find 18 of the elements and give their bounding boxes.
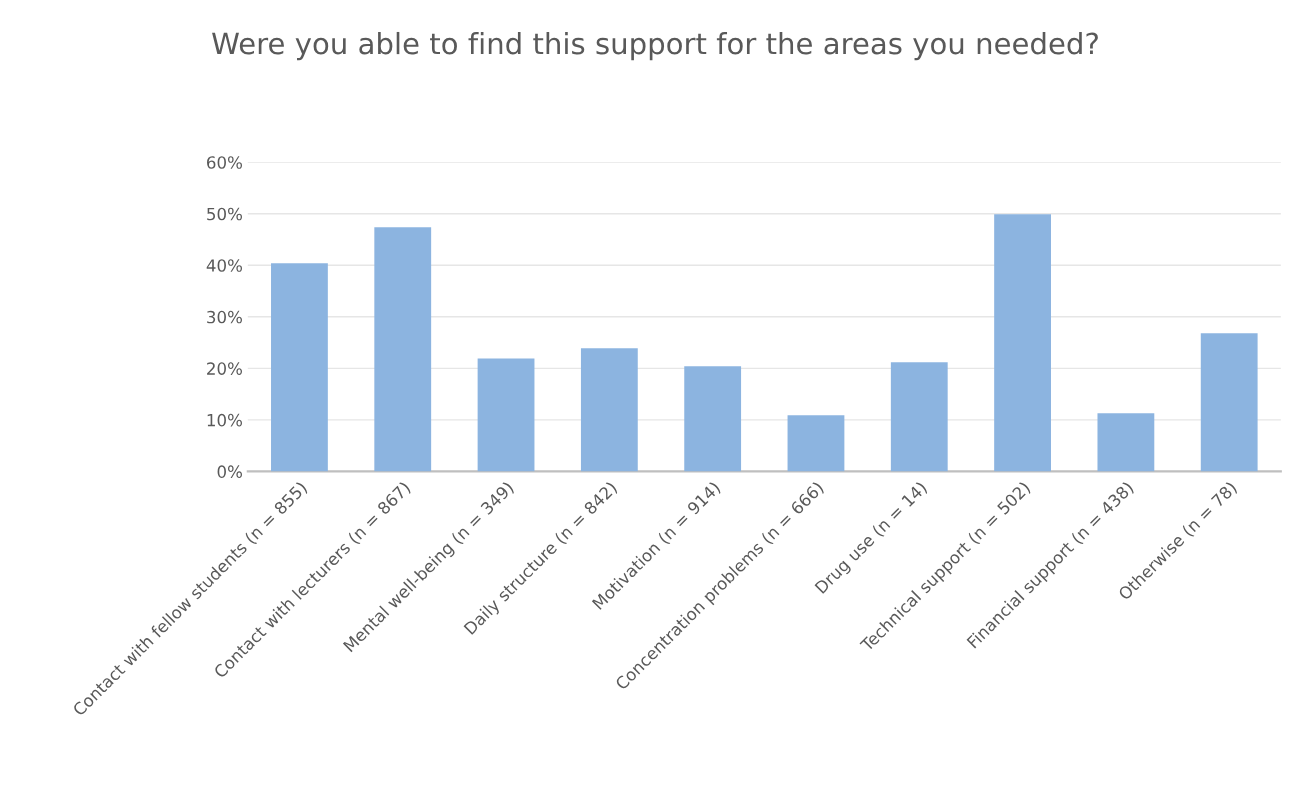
y-tick-label: 20%	[207, 362, 242, 375]
bar	[890, 362, 948, 472]
bar	[994, 214, 1051, 472]
y-tick-label: 50%	[207, 207, 242, 221]
bar	[271, 263, 328, 472]
y-tick-label: 10%	[207, 413, 242, 427]
bar	[787, 415, 845, 472]
y-tick-label: 30%	[207, 310, 242, 324]
chart-title: Were you able to find this support for the areas you needed?	[212, 31, 1098, 61]
bar	[1097, 413, 1155, 472]
bar	[374, 227, 432, 472]
bar	[477, 358, 535, 472]
y-tick-label: 0%	[217, 465, 242, 478]
y-tick-label: 60%	[207, 156, 242, 169]
y-tick-label: 40%	[206, 259, 242, 272]
bar	[1200, 333, 1258, 472]
bar	[684, 366, 742, 472]
bar	[580, 348, 638, 472]
